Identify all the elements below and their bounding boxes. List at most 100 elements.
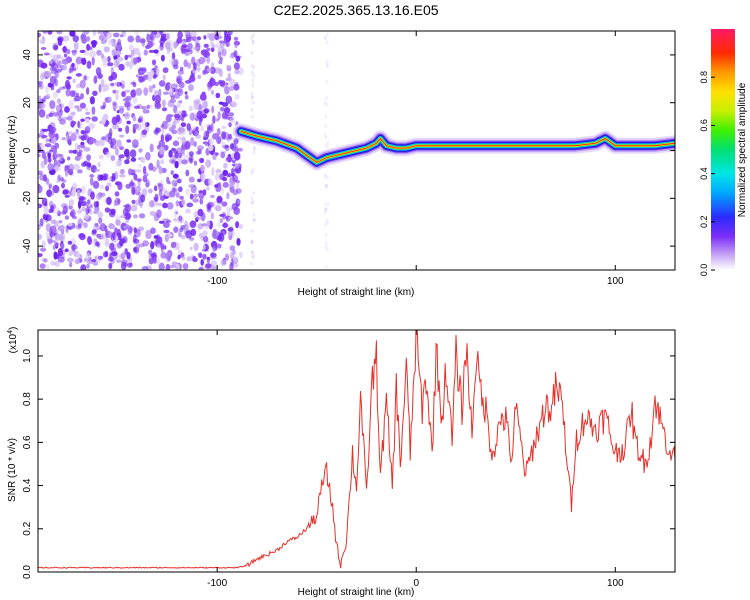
- noise-dot: [203, 100, 208, 109]
- noise-dot: [169, 190, 176, 198]
- noise-dot: [212, 245, 217, 252]
- noise-streak-dot: [252, 212, 256, 217]
- noise-dot: [152, 74, 157, 79]
- noise-dot: [189, 237, 195, 241]
- noise-dot: [94, 222, 99, 227]
- noise-dot: [149, 211, 157, 216]
- snr-scale-label: (x104): [7, 327, 19, 354]
- noise-dot: [89, 174, 95, 178]
- ridge-band: [240, 130, 675, 163]
- noise-dot: [65, 170, 68, 177]
- noise-dot: [38, 233, 43, 240]
- noise-dot: [111, 251, 118, 256]
- noise-dot: [60, 243, 65, 250]
- noise-dot: [198, 266, 204, 270]
- noise-dot: [229, 262, 234, 270]
- noise-streak-dot: [325, 241, 328, 246]
- noise-dot: [175, 192, 180, 198]
- noise-dot: [222, 181, 229, 188]
- noise-dot: [111, 116, 118, 126]
- noise-dot: [43, 174, 47, 182]
- noise-dot: [187, 51, 192, 56]
- noise-dot: [64, 215, 70, 220]
- noise-dot: [200, 164, 205, 172]
- noise-dot: [225, 206, 232, 213]
- noise-dot: [189, 75, 196, 83]
- noise-dot: [100, 105, 106, 110]
- noise-dot: [94, 168, 101, 172]
- y-tick-label: 0.6: [22, 435, 33, 449]
- noise-dot: [235, 55, 241, 62]
- noise-dot: [132, 47, 140, 55]
- noise-dot: [204, 225, 209, 230]
- noise-dot: [157, 46, 164, 52]
- noise-dot: [195, 126, 199, 131]
- snr-ticks: -100 0 100 0.0 0.2 0.4 0.6 0.8 1.0: [22, 330, 675, 589]
- noise-dot: [119, 238, 124, 247]
- noise-dot: [141, 129, 147, 135]
- noise-dot: [124, 226, 132, 230]
- noise-dot: [106, 32, 113, 39]
- noise-dot: [206, 186, 210, 191]
- noise-dot: [85, 252, 91, 260]
- noise-dot: [188, 84, 194, 92]
- noise-dot: [98, 83, 102, 93]
- noise-dot: [212, 115, 216, 124]
- noise-dot: [183, 59, 188, 68]
- noise-dot: [57, 159, 61, 167]
- noise-dot: [210, 62, 215, 68]
- noise-dot: [210, 260, 218, 267]
- noise-dot: [63, 53, 68, 58]
- noise-dot: [181, 136, 187, 145]
- noise-dot: [187, 183, 195, 189]
- noise-dot: [83, 213, 90, 220]
- noise-dot: [132, 127, 136, 134]
- noise-dot: [219, 107, 225, 112]
- noise-dot: [86, 199, 91, 205]
- noise-streak-dot: [325, 247, 329, 251]
- noise-dot: [135, 185, 142, 193]
- noise-dot: [59, 119, 66, 125]
- noise-dot: [150, 31, 157, 39]
- noise-dot: [182, 263, 189, 270]
- noise-dot: [79, 102, 86, 109]
- noise-dot: [116, 110, 120, 114]
- noise-dot: [116, 81, 120, 87]
- noise-dot: [112, 231, 116, 241]
- noise-dot: [161, 107, 168, 112]
- noise-dot: [130, 89, 137, 98]
- noise-dot: [68, 199, 75, 207]
- noise-dot: [125, 54, 132, 58]
- colorbar-tick-label: 0.6: [699, 119, 709, 132]
- noise-dot: [141, 120, 147, 129]
- noise-streak-dot: [323, 100, 327, 105]
- noise-dot: [85, 117, 90, 124]
- noise-dot: [189, 193, 194, 200]
- noise-dot: [80, 57, 85, 64]
- noise-dot: [121, 91, 126, 98]
- noise-dot: [85, 111, 91, 116]
- noise-dot: [81, 162, 87, 167]
- noise-dot: [93, 210, 98, 215]
- noise-dot: [66, 76, 72, 80]
- noise-dot: [74, 95, 81, 102]
- y-tick-label: 0.4: [22, 478, 33, 492]
- noise-streak-dot: [324, 114, 328, 119]
- noise-dot: [49, 53, 53, 58]
- noise-dot: [135, 74, 140, 78]
- noise-dot: [38, 226, 42, 230]
- noise-dot: [59, 177, 65, 182]
- noise-dot: [108, 223, 115, 230]
- noise-dot: [158, 80, 166, 87]
- noise-dot: [104, 207, 111, 213]
- noise-dot: [184, 91, 188, 95]
- noise-dot: [91, 229, 97, 235]
- noise-dot: [189, 112, 196, 121]
- noise-dot: [194, 131, 199, 136]
- noise-dot: [89, 50, 96, 58]
- noise-dot: [43, 52, 50, 56]
- noise-dot: [176, 77, 181, 84]
- noise-dot: [57, 256, 65, 263]
- noise-dot: [133, 214, 138, 219]
